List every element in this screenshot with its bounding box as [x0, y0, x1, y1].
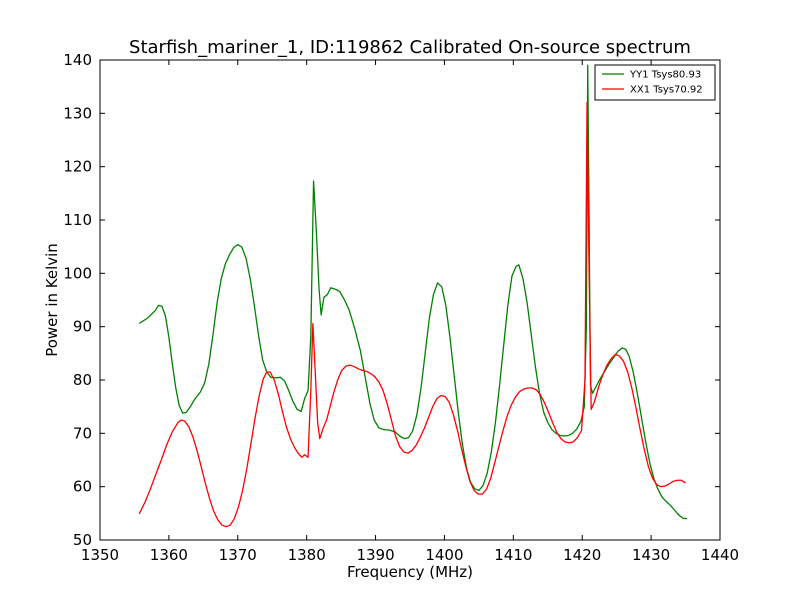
y-tick-label: 80 [73, 371, 92, 389]
x-tick-label: 1440 [701, 546, 739, 564]
series-line-yy1 [138, 64, 688, 520]
y-tick-label: 130 [63, 104, 92, 122]
legend-box [594, 64, 716, 101]
x-tick-label: 1400 [425, 546, 463, 564]
axes-frame [99, 59, 721, 541]
y-axis-label: Power in Kelvin [43, 243, 61, 357]
legend: YY1 Tsys80.93 XX1 Tsys70.92 [594, 64, 716, 101]
legend-label-yy1: YY1 Tsys80.93 [629, 70, 701, 81]
x-tick-label: 1420 [563, 546, 601, 564]
y-tick-label: 90 [73, 318, 92, 336]
x-tick-label: 1370 [219, 546, 257, 564]
x-tick-label: 1410 [494, 546, 532, 564]
x-tick-label: 1380 [288, 546, 326, 564]
ticks-layer: 1350 1360 1370 1380 1390 1400 1410 1420 1430 1440… [63, 51, 739, 564]
x-tick-label: 1360 [150, 546, 188, 564]
x-tick-label: 1390 [356, 546, 394, 564]
x-axis-label: Frequency (MHz) [347, 563, 473, 581]
y-tick-label: 70 [73, 424, 92, 442]
x-tick-label: 1430 [632, 546, 670, 564]
series-layer [138, 64, 688, 528]
y-tick-label: 50 [73, 531, 92, 549]
y-tick-label: 100 [63, 264, 92, 282]
legend-label-xx1: XX1 Tsys70.92 [630, 85, 703, 96]
chart-title: Starfish_mariner_1, ID:119862 Calibrated… [129, 37, 691, 58]
y-tick-label: 60 [73, 478, 92, 496]
x-tick-label: 1350 [81, 546, 119, 564]
y-tick-label: 120 [63, 158, 92, 176]
y-tick-label: 140 [63, 51, 92, 69]
y-tick-label: 110 [63, 211, 92, 229]
series-line-xx1 [138, 102, 686, 528]
